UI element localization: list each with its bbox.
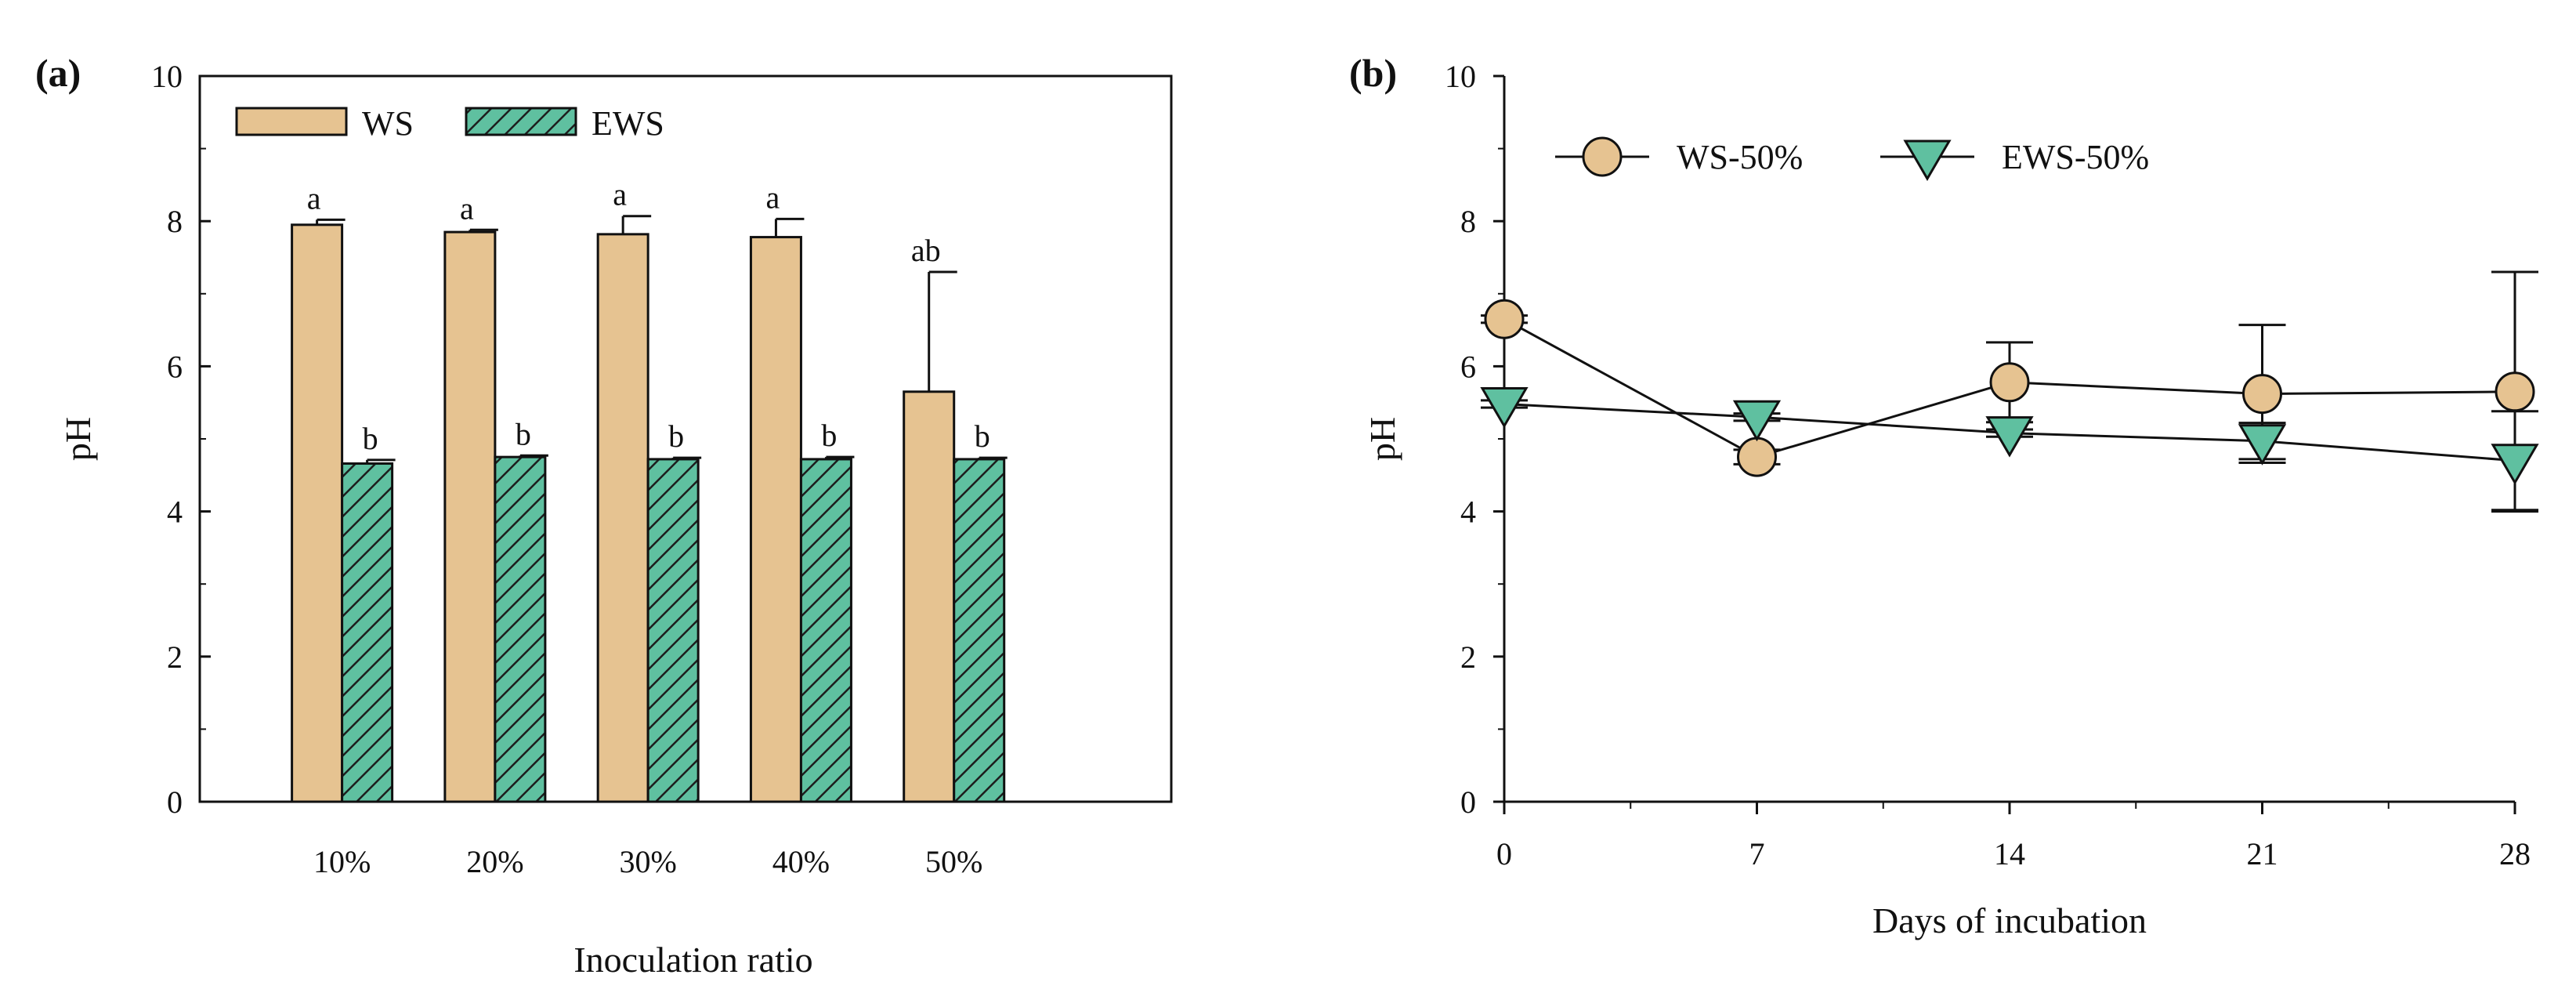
- legend-label: EWS: [592, 104, 664, 143]
- y-tick-label: 4: [1460, 495, 1476, 530]
- data-point-ws-50%: [1484, 299, 1525, 339]
- significance-letter: b: [821, 418, 837, 453]
- bar-ews: [646, 458, 700, 803]
- panel-b-line-chart: 0 2 4 6 8 10 0 7 14 21 28 pH Days of incubation (b) WS…: [1349, 51, 2539, 940]
- x-tick-label: 0: [1496, 836, 1512, 871]
- y-tick-label: 10: [1445, 59, 1476, 94]
- y-axis-title: pH: [58, 417, 98, 461]
- bar-ws: [443, 230, 497, 803]
- data-point-ws-50%: [2495, 371, 2535, 412]
- data-point-ws-50%: [2242, 374, 2282, 415]
- significance-letter: b: [516, 416, 531, 451]
- x-tick-label: 7: [1749, 836, 1765, 871]
- y-tick-label: 8: [1460, 204, 1476, 239]
- data-point-ews-50%: [2238, 424, 2287, 466]
- significance-letter: a: [766, 179, 780, 215]
- x-tick-label: 10%: [313, 844, 371, 879]
- y-tick-label: 4: [167, 495, 183, 530]
- y-axis-title: pH: [1362, 417, 1402, 461]
- legend-label: WS: [362, 104, 414, 143]
- significance-letter: a: [307, 180, 321, 216]
- x-axis-title: Days of incubation: [1872, 900, 2147, 940]
- bar-ws: [903, 390, 956, 803]
- legend-label: WS-50%: [1677, 138, 1803, 176]
- bar-ews: [799, 458, 852, 803]
- legend-swatch-ws: [235, 107, 348, 136]
- significance-letter: b: [668, 418, 684, 454]
- legend-marker-ews-50%: [1903, 139, 1952, 181]
- y-tick-label: 6: [1460, 349, 1476, 384]
- y-tick-label: 8: [167, 204, 183, 239]
- x-tick-label: 20%: [466, 844, 523, 879]
- y-tick-label: 6: [167, 349, 183, 384]
- bar-ws: [596, 233, 649, 803]
- significance-letter: a: [460, 190, 474, 226]
- y-tick-label: 2: [167, 639, 183, 675]
- bar-ews: [494, 455, 547, 803]
- significance-letter: b: [363, 421, 378, 456]
- y-tick-label: 0: [167, 784, 183, 820]
- legend-swatch-ews: [465, 107, 577, 136]
- data-point-ews-50%: [1732, 400, 1782, 442]
- bar-ews: [953, 458, 1006, 803]
- significance-letter: a: [613, 177, 627, 212]
- x-tick-label: 21: [2247, 836, 2278, 871]
- legend-label: EWS-50%: [2002, 138, 2149, 176]
- bar-ws: [291, 223, 344, 803]
- panel-a-bar-chart: 024681010%ab20%ab30%ab40%ab50%abbpHInocu…: [35, 51, 1173, 980]
- bar-ews: [341, 462, 394, 803]
- y-tick-label: 2: [1460, 639, 1476, 675]
- y-tick-label: 0: [1460, 784, 1476, 820]
- significance-letter: b: [975, 418, 990, 454]
- data-point-ws-50%: [1737, 437, 1777, 477]
- x-tick-label: 14: [1994, 836, 2025, 871]
- panel-label-a: (a): [35, 51, 81, 95]
- x-axis-title: Inoculation ratio: [573, 940, 812, 980]
- data-point-ews-50%: [2491, 444, 2539, 485]
- data-point-ews-50%: [1985, 416, 2034, 458]
- legend-marker-ws-50%: [1582, 136, 1623, 177]
- x-tick-label: 40%: [772, 844, 830, 879]
- significance-letter: ab: [911, 233, 941, 268]
- y-tick-label: 10: [151, 59, 183, 94]
- panel-label-b: (b): [1349, 51, 1397, 95]
- bar-ws: [749, 236, 802, 803]
- x-tick-label: 30%: [619, 844, 676, 879]
- x-tick-label: 28: [2499, 836, 2531, 871]
- data-point-ws-50%: [1989, 362, 2030, 403]
- x-tick-label: 50%: [925, 844, 982, 879]
- data-point-ews-50%: [1480, 387, 1529, 429]
